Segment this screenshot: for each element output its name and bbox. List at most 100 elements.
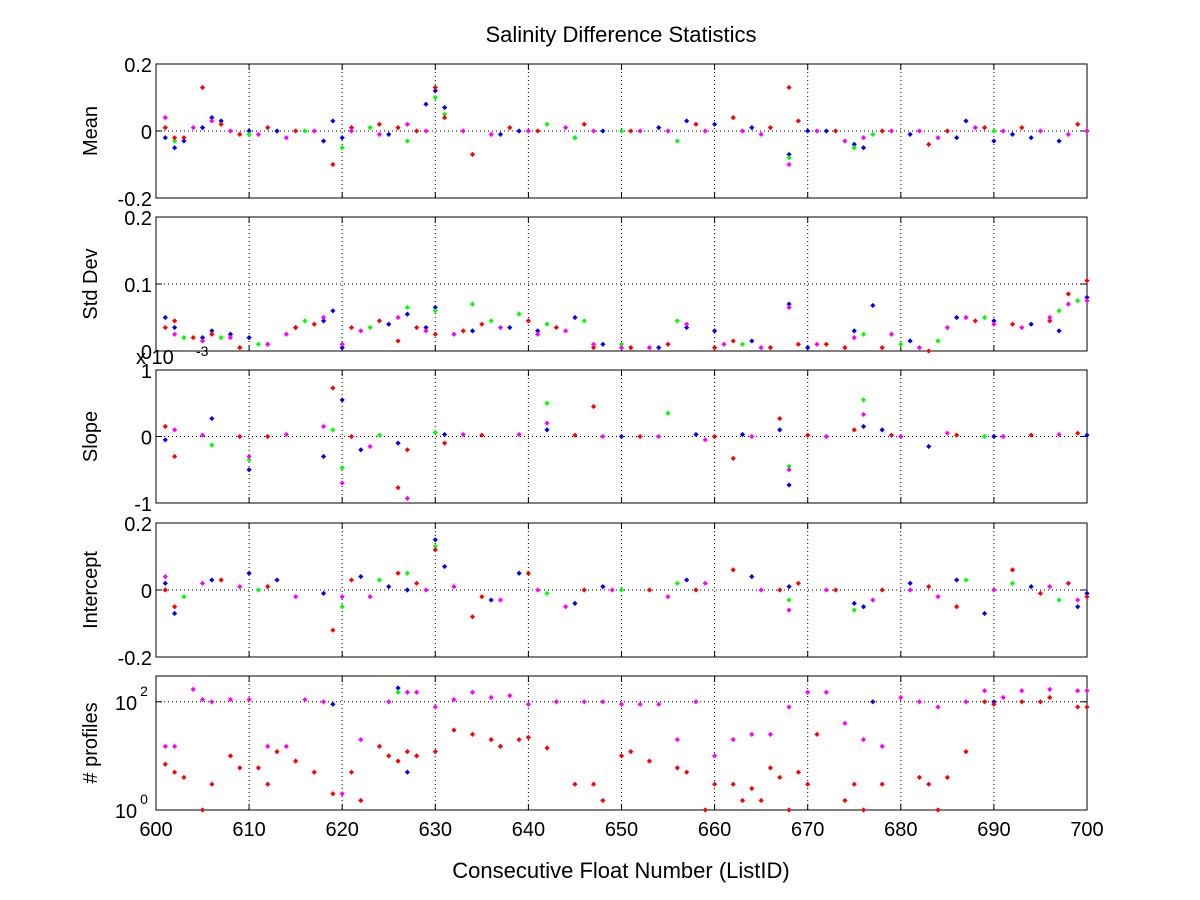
data-point bbox=[395, 570, 401, 576]
y-tick-label: 0.1 bbox=[124, 275, 152, 297]
data-point bbox=[693, 121, 699, 127]
data-point bbox=[516, 128, 522, 134]
data-point bbox=[544, 590, 550, 596]
data-point bbox=[330, 791, 336, 797]
data-point bbox=[1009, 321, 1016, 327]
data-point bbox=[777, 427, 783, 433]
data-point bbox=[246, 457, 252, 463]
data-point bbox=[963, 749, 969, 755]
y-axis-label: Intercept bbox=[80, 551, 102, 629]
data-point bbox=[1084, 432, 1090, 438]
data-point bbox=[954, 135, 960, 141]
data-point bbox=[199, 125, 206, 131]
data-point bbox=[432, 304, 438, 311]
data-point bbox=[851, 607, 857, 613]
data-point bbox=[432, 84, 438, 91]
data-point bbox=[758, 131, 764, 137]
data-point bbox=[1084, 294, 1090, 300]
data-point bbox=[963, 577, 969, 583]
data-point bbox=[404, 304, 410, 311]
data-point bbox=[1037, 128, 1044, 134]
x-tick-label: 650 bbox=[605, 819, 638, 841]
data-point bbox=[963, 699, 969, 705]
data-point bbox=[404, 495, 410, 501]
data-point bbox=[1075, 597, 1081, 603]
data-point bbox=[469, 328, 476, 334]
data-point bbox=[442, 115, 448, 121]
data-point bbox=[618, 128, 625, 134]
data-point bbox=[451, 696, 457, 703]
y-tick-exponent: 2 bbox=[140, 683, 148, 699]
data-point bbox=[786, 155, 792, 161]
data-point bbox=[237, 765, 243, 771]
data-point bbox=[1075, 430, 1081, 436]
x-tick-label: 680 bbox=[884, 819, 917, 841]
data-point bbox=[1075, 121, 1081, 127]
data-point bbox=[749, 574, 755, 580]
data-point bbox=[246, 696, 252, 703]
data-point bbox=[1000, 433, 1006, 440]
y-tick-label: 0.2 bbox=[124, 208, 152, 230]
data-point bbox=[702, 437, 708, 443]
data-point bbox=[293, 128, 299, 134]
data-point bbox=[981, 125, 988, 131]
data-point bbox=[898, 341, 904, 347]
data-point bbox=[432, 88, 438, 94]
data-point bbox=[991, 138, 997, 144]
data-point bbox=[451, 727, 457, 733]
data-point bbox=[348, 125, 355, 131]
data-point bbox=[1065, 131, 1071, 137]
data-point bbox=[246, 453, 252, 460]
figure-title: Salinity Difference Statistics bbox=[485, 22, 756, 47]
data-point bbox=[237, 584, 243, 590]
data-point bbox=[265, 433, 271, 440]
data-point bbox=[814, 731, 820, 737]
data-point bbox=[460, 328, 466, 334]
data-point bbox=[860, 423, 867, 430]
data-point bbox=[432, 547, 438, 553]
data-point bbox=[954, 314, 960, 321]
series-green bbox=[395, 689, 401, 695]
data-point bbox=[469, 301, 476, 307]
data-point bbox=[516, 737, 522, 743]
data-point bbox=[516, 311, 522, 317]
data-point bbox=[311, 769, 317, 775]
data-point bbox=[432, 537, 438, 543]
data-point bbox=[432, 543, 438, 550]
data-point bbox=[795, 341, 801, 347]
data-point bbox=[860, 331, 867, 337]
data-point bbox=[702, 128, 708, 134]
data-point bbox=[199, 432, 206, 438]
data-point bbox=[274, 577, 280, 583]
x-tick-label: 630 bbox=[419, 819, 452, 841]
data-point bbox=[1084, 688, 1090, 694]
data-point bbox=[488, 318, 494, 324]
data-point bbox=[199, 580, 206, 586]
data-point bbox=[981, 610, 988, 617]
data-point bbox=[926, 781, 932, 787]
data-point bbox=[544, 427, 550, 433]
data-point bbox=[749, 338, 755, 344]
data-point bbox=[991, 321, 997, 327]
data-point bbox=[1056, 328, 1062, 334]
data-point bbox=[451, 331, 457, 337]
subplot-4: -0.2 0 0.2 Intercept bbox=[80, 514, 1090, 670]
data-point bbox=[1019, 699, 1025, 705]
data-point bbox=[1065, 291, 1071, 297]
data-point bbox=[758, 587, 764, 593]
data-point bbox=[376, 432, 383, 438]
data-point bbox=[172, 427, 178, 433]
y-tick-label: -0.2 bbox=[118, 189, 152, 211]
data-point bbox=[442, 440, 448, 446]
data-point bbox=[879, 587, 885, 593]
data-point bbox=[860, 604, 867, 610]
data-point bbox=[395, 758, 401, 764]
data-point bbox=[293, 324, 299, 331]
data-point bbox=[162, 743, 168, 749]
data-point bbox=[1009, 580, 1016, 586]
data-point bbox=[395, 689, 401, 695]
data-point bbox=[590, 341, 597, 347]
data-point bbox=[162, 574, 168, 580]
data-point bbox=[898, 433, 904, 440]
